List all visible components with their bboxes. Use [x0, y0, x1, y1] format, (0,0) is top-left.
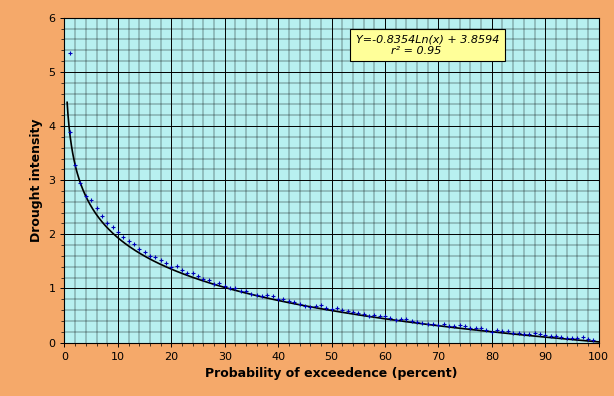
X-axis label: Probability of exceedence (percent): Probability of exceedence (percent) — [205, 367, 458, 380]
Text: Y=-0.8354Ln(x) + 3.8594
          r² = 0.95: Y=-0.8354Ln(x) + 3.8594 r² = 0.95 — [356, 34, 499, 56]
Y-axis label: Drought intensity: Drought intensity — [29, 118, 43, 242]
